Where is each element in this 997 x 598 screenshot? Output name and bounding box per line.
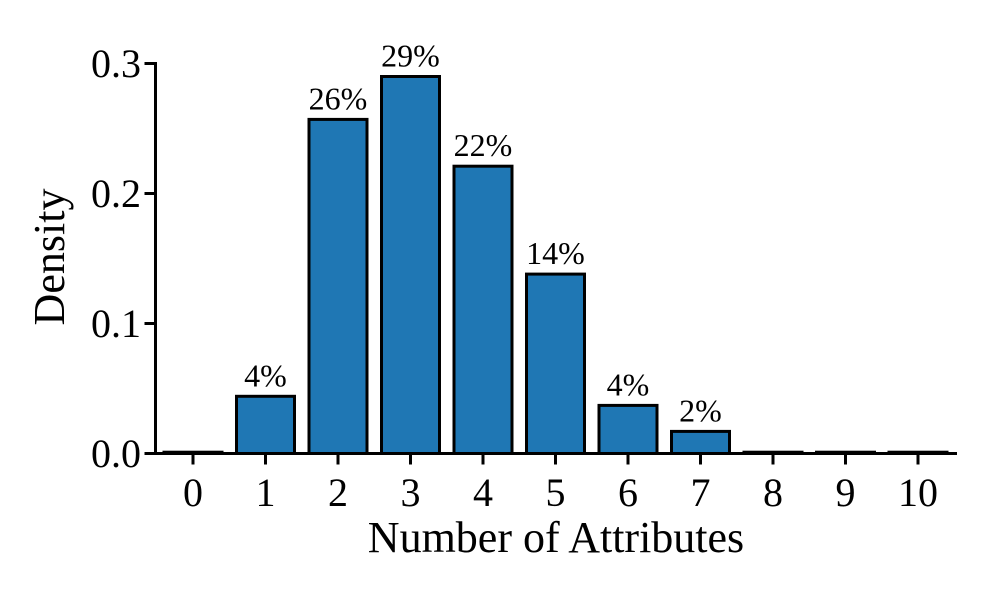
x-tick-label-0: 0: [183, 470, 203, 515]
bar-value-label-x2: 26%: [309, 80, 368, 116]
bars-group: [162, 75, 949, 456]
bar-x4: [452, 164, 514, 455]
x-tick-label-7: 7: [691, 470, 711, 515]
axes-group: [144, 62, 957, 465]
bar-value-label-x4: 22%: [454, 127, 513, 163]
x-tick-label-10: 10: [898, 470, 938, 515]
bar-value-label-x3: 29%: [381, 38, 440, 74]
bar-labels-group: 4% 26% 29% 22% 14% 4% 2%: [244, 38, 722, 429]
bar-value-label-x7: 2%: [679, 392, 722, 428]
y-tick-label-0.3: 0.3: [91, 41, 141, 86]
bar-x5: [525, 272, 586, 455]
x-tick-label-4: 4: [473, 470, 493, 515]
y-tick-label-0.0: 0.0: [91, 431, 141, 476]
x-tick-label-2: 2: [328, 470, 348, 515]
x-axis-label: Number of Attributes: [368, 513, 744, 562]
y-tick-label-0.2: 0.2: [91, 171, 141, 216]
bar-value-label-x1: 4%: [244, 357, 287, 393]
x-tick-label-6: 6: [618, 470, 638, 515]
bar-x7: [670, 429, 731, 455]
x-tick-label-1: 1: [256, 470, 276, 515]
bar-value-label-x6: 4%: [607, 366, 650, 402]
x-tick-label-9: 9: [836, 470, 856, 515]
bar-x6: [597, 403, 659, 455]
bar-x1: [235, 394, 296, 455]
x-tick-label-8: 8: [763, 470, 783, 515]
bar-x2: [307, 117, 369, 456]
x-tick-label-5: 5: [546, 470, 566, 515]
tick-labels-group: 0 1 2 3 4 5 6 7 8 9 10 0.0 0.1 0.2 0.3: [91, 41, 938, 515]
x-tick-label-3: 3: [401, 470, 421, 515]
y-tick-label-0.1: 0.1: [91, 301, 141, 346]
bar-x3: [380, 75, 441, 455]
bar-value-label-x5: 14%: [526, 235, 585, 271]
y-axis-label: Density: [25, 189, 74, 326]
